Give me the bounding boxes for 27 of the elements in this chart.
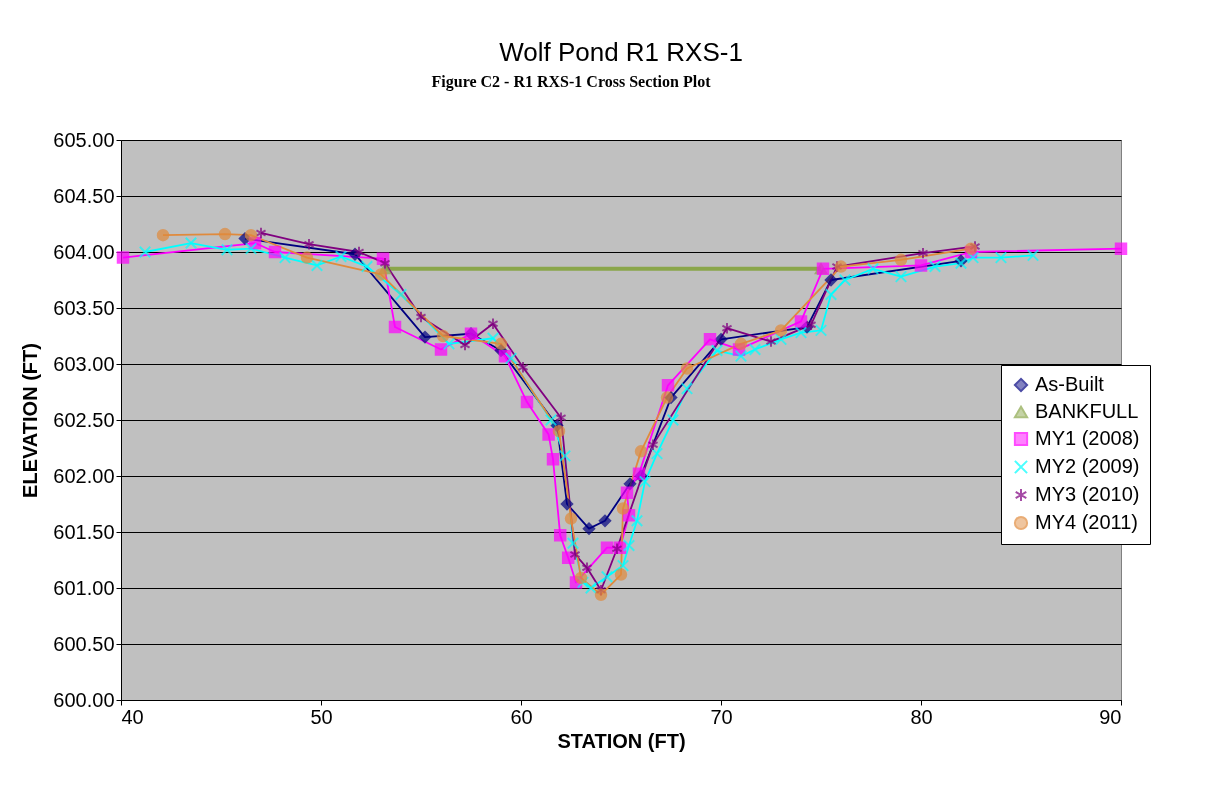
x-tick-label: 70 xyxy=(710,705,733,728)
legend-label: BANKFULL xyxy=(1035,400,1139,422)
y-tick-label: 602.00 xyxy=(53,464,115,487)
y-tick-label: 603.00 xyxy=(53,352,115,375)
y-tick-label: 601.50 xyxy=(53,520,115,543)
x-tick-label: 90 xyxy=(1099,705,1122,728)
x-tick-label: 50 xyxy=(310,705,333,728)
y-tick-label: 604.50 xyxy=(53,184,115,207)
legend-label: MY1 (2008) xyxy=(1035,427,1140,449)
y-axis-title: ELEVATION (FT) xyxy=(19,343,42,498)
y-tick-label: 603.50 xyxy=(53,296,115,319)
legend-label: As-Built xyxy=(1035,373,1105,395)
y-tick-label: 602.50 xyxy=(53,408,115,431)
y-tick-label: 604.00 xyxy=(53,240,115,263)
chart-title: Wolf Pond R1 RXS-1 xyxy=(499,37,743,67)
y-tick-label: 600.00 xyxy=(53,688,115,711)
x-tick-label: 60 xyxy=(510,705,533,728)
x-tick-label: 40 xyxy=(121,705,144,728)
y-tick-label: 600.50 xyxy=(53,632,115,655)
y-tick-label: 605.00 xyxy=(53,128,115,151)
x-tick-label: 80 xyxy=(910,705,933,728)
x-axis-title: STATION (FT) xyxy=(557,729,686,752)
caption: Figure C2 - R1 RXS-1 Cross Section Plot xyxy=(431,73,712,91)
legend-label: MY3 (2010) xyxy=(1035,483,1140,505)
y-tick-label: 601.00 xyxy=(53,576,115,599)
legend-label: MY2 (2009) xyxy=(1035,455,1140,477)
legend-label: MY4 (2011) xyxy=(1035,511,1139,533)
